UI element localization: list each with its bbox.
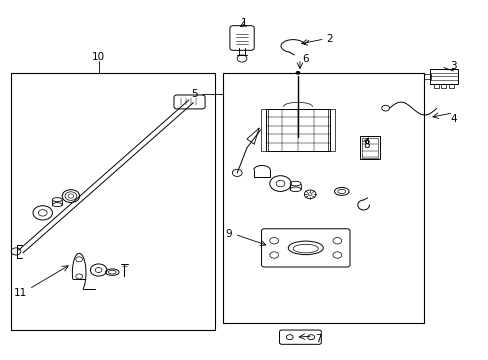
Bar: [441, 84, 446, 88]
Text: 6: 6: [301, 54, 308, 64]
Text: 10: 10: [92, 52, 105, 62]
Text: 11: 11: [14, 288, 27, 297]
Bar: [260, 109, 267, 152]
Text: 2: 2: [325, 34, 332, 44]
Bar: [266, 109, 329, 152]
Text: 9: 9: [225, 229, 232, 239]
Text: 8: 8: [363, 140, 369, 150]
Text: 1: 1: [241, 18, 247, 28]
Bar: [222, 73, 424, 323]
Bar: [327, 109, 335, 152]
Bar: [433, 84, 438, 88]
Bar: [423, 73, 430, 79]
Bar: [429, 69, 457, 84]
Bar: [448, 84, 453, 88]
Text: 3: 3: [449, 61, 456, 71]
Text: 4: 4: [449, 114, 456, 124]
Bar: [11, 73, 215, 330]
Text: 5: 5: [191, 89, 198, 99]
Bar: [361, 138, 377, 158]
Circle shape: [295, 71, 299, 74]
Bar: [359, 136, 379, 159]
Text: 7: 7: [314, 334, 321, 344]
